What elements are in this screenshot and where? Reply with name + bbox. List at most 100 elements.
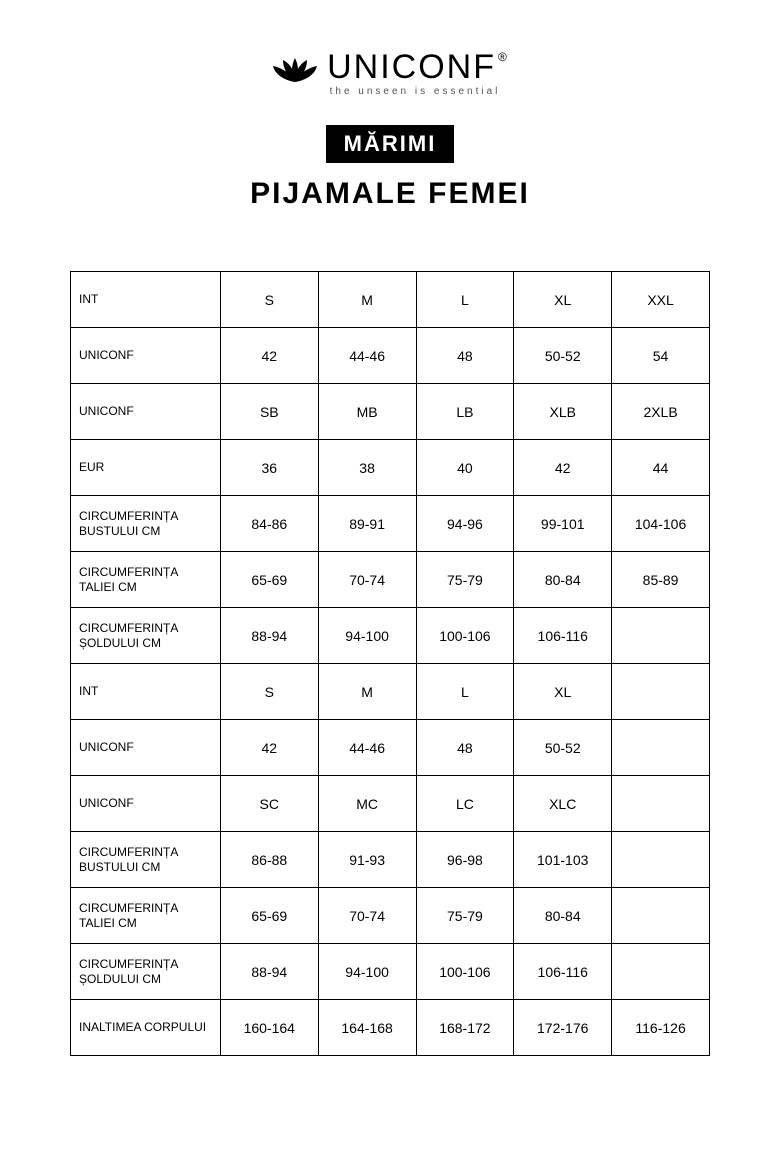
table-cell: 106-116 [514, 608, 612, 664]
table-row: CIRCUMFERINȚA BUSTULUI CM86-8891-9396-98… [71, 832, 710, 888]
registered-mark: ® [498, 50, 507, 64]
table-row: UNICONFSCMCLCXLC [71, 776, 710, 832]
table-row: INTSMLXL [71, 664, 710, 720]
table-cell: 116-126 [612, 1000, 710, 1056]
table-cell: 50-52 [514, 328, 612, 384]
table-cell: 42 [220, 328, 318, 384]
table-row: CIRCUMFERINȚA ȘOLDULUI CM88-9494-100100-… [71, 608, 710, 664]
row-label: CIRCUMFERINȚA TALIEI CM [71, 888, 221, 944]
size-chart-table: INTSMLXLXXLUNICONF4244-464850-5254UNICON… [70, 271, 710, 1056]
table-row: CIRCUMFERINȚA BUSTULUI CM84-8689-9194-96… [71, 496, 710, 552]
table-cell: 84-86 [220, 496, 318, 552]
table-cell: 100-106 [416, 608, 514, 664]
row-label: INT [71, 664, 221, 720]
sizes-badge: MĂRIMI [326, 125, 455, 163]
brand-tagline: the unseen is essential [330, 86, 501, 97]
table-cell: 2XLB [612, 384, 710, 440]
table-cell: S [220, 664, 318, 720]
table-cell [612, 888, 710, 944]
table-cell: 88-94 [220, 608, 318, 664]
table-cell: 100-106 [416, 944, 514, 1000]
table-cell: 86-88 [220, 832, 318, 888]
table-cell: 75-79 [416, 888, 514, 944]
table-cell: 96-98 [416, 832, 514, 888]
row-label: CIRCUMFERINȚA ȘOLDULUI CM [71, 944, 221, 1000]
table-row: UNICONFSBMBLBXLB2XLB [71, 384, 710, 440]
brand-name: UNICONF® [327, 50, 507, 84]
table-cell: M [318, 272, 416, 328]
table-cell [612, 944, 710, 1000]
table-cell: L [416, 664, 514, 720]
table-cell: 91-93 [318, 832, 416, 888]
table-cell: 75-79 [416, 552, 514, 608]
table-cell: 106-116 [514, 944, 612, 1000]
table-cell: 172-176 [514, 1000, 612, 1056]
table-row: CIRCUMFERINȚA TALIEI CM65-6970-7475-7980… [71, 888, 710, 944]
table-cell: 104-106 [612, 496, 710, 552]
table-cell: 168-172 [416, 1000, 514, 1056]
table-cell [612, 832, 710, 888]
table-row: INTSMLXLXXL [71, 272, 710, 328]
table-cell: 160-164 [220, 1000, 318, 1056]
table-cell: 48 [416, 328, 514, 384]
row-label: CIRCUMFERINȚA BUSTULUI CM [71, 832, 221, 888]
table-cell: 44 [612, 440, 710, 496]
table-cell: 42 [220, 720, 318, 776]
table-cell: S [220, 272, 318, 328]
table-cell: L [416, 272, 514, 328]
table-cell: XLC [514, 776, 612, 832]
table-cell: 89-91 [318, 496, 416, 552]
table-cell: 38 [318, 440, 416, 496]
logo-row: UNICONF® [273, 50, 507, 84]
row-label: UNICONF [71, 720, 221, 776]
table-cell: 40 [416, 440, 514, 496]
brand-name-text: UNICONF [327, 48, 496, 86]
table-cell: 80-84 [514, 888, 612, 944]
table-cell: XXL [612, 272, 710, 328]
table-row: CIRCUMFERINȚA ȘOLDULUI CM88-9494-100100-… [71, 944, 710, 1000]
table-cell: M [318, 664, 416, 720]
table-cell: 70-74 [318, 888, 416, 944]
table-cell: 99-101 [514, 496, 612, 552]
table-cell: SB [220, 384, 318, 440]
table-cell: 88-94 [220, 944, 318, 1000]
table-row: EUR3638404244 [71, 440, 710, 496]
table-cell: 50-52 [514, 720, 612, 776]
table-cell: 48 [416, 720, 514, 776]
table-cell: 44-46 [318, 328, 416, 384]
row-label: CIRCUMFERINȚA TALIEI CM [71, 552, 221, 608]
table-cell: SC [220, 776, 318, 832]
table-cell: 65-69 [220, 888, 318, 944]
row-label: INT [71, 272, 221, 328]
table-cell: 94-96 [416, 496, 514, 552]
brand-logo: UNICONF® the unseen is essential [273, 50, 507, 97]
row-label: CIRCUMFERINȚA ȘOLDULUI CM [71, 608, 221, 664]
row-label: UNICONF [71, 328, 221, 384]
table-cell: MC [318, 776, 416, 832]
table-row: INALTIMEA CORPULUI160-164164-168168-1721… [71, 1000, 710, 1056]
table-cell: 44-46 [318, 720, 416, 776]
table-cell: XL [514, 664, 612, 720]
table-cell: 54 [612, 328, 710, 384]
row-label: UNICONF [71, 776, 221, 832]
table-cell: LB [416, 384, 514, 440]
table-cell [612, 720, 710, 776]
page-title: PIJAMALE FEMEI [250, 177, 530, 211]
table-cell: 65-69 [220, 552, 318, 608]
table-cell: MB [318, 384, 416, 440]
table-cell [612, 664, 710, 720]
lotus-icon [273, 52, 317, 82]
table-cell: LC [416, 776, 514, 832]
row-label: UNICONF [71, 384, 221, 440]
table-cell: 42 [514, 440, 612, 496]
table-cell: 70-74 [318, 552, 416, 608]
table-cell: 101-103 [514, 832, 612, 888]
row-label: INALTIMEA CORPULUI [71, 1000, 221, 1056]
table-cell: 94-100 [318, 944, 416, 1000]
row-label: CIRCUMFERINȚA BUSTULUI CM [71, 496, 221, 552]
table-cell [612, 776, 710, 832]
table-cell: 80-84 [514, 552, 612, 608]
table-row: CIRCUMFERINȚA TALIEI CM65-6970-7475-7980… [71, 552, 710, 608]
table-cell: 85-89 [612, 552, 710, 608]
row-label: EUR [71, 440, 221, 496]
